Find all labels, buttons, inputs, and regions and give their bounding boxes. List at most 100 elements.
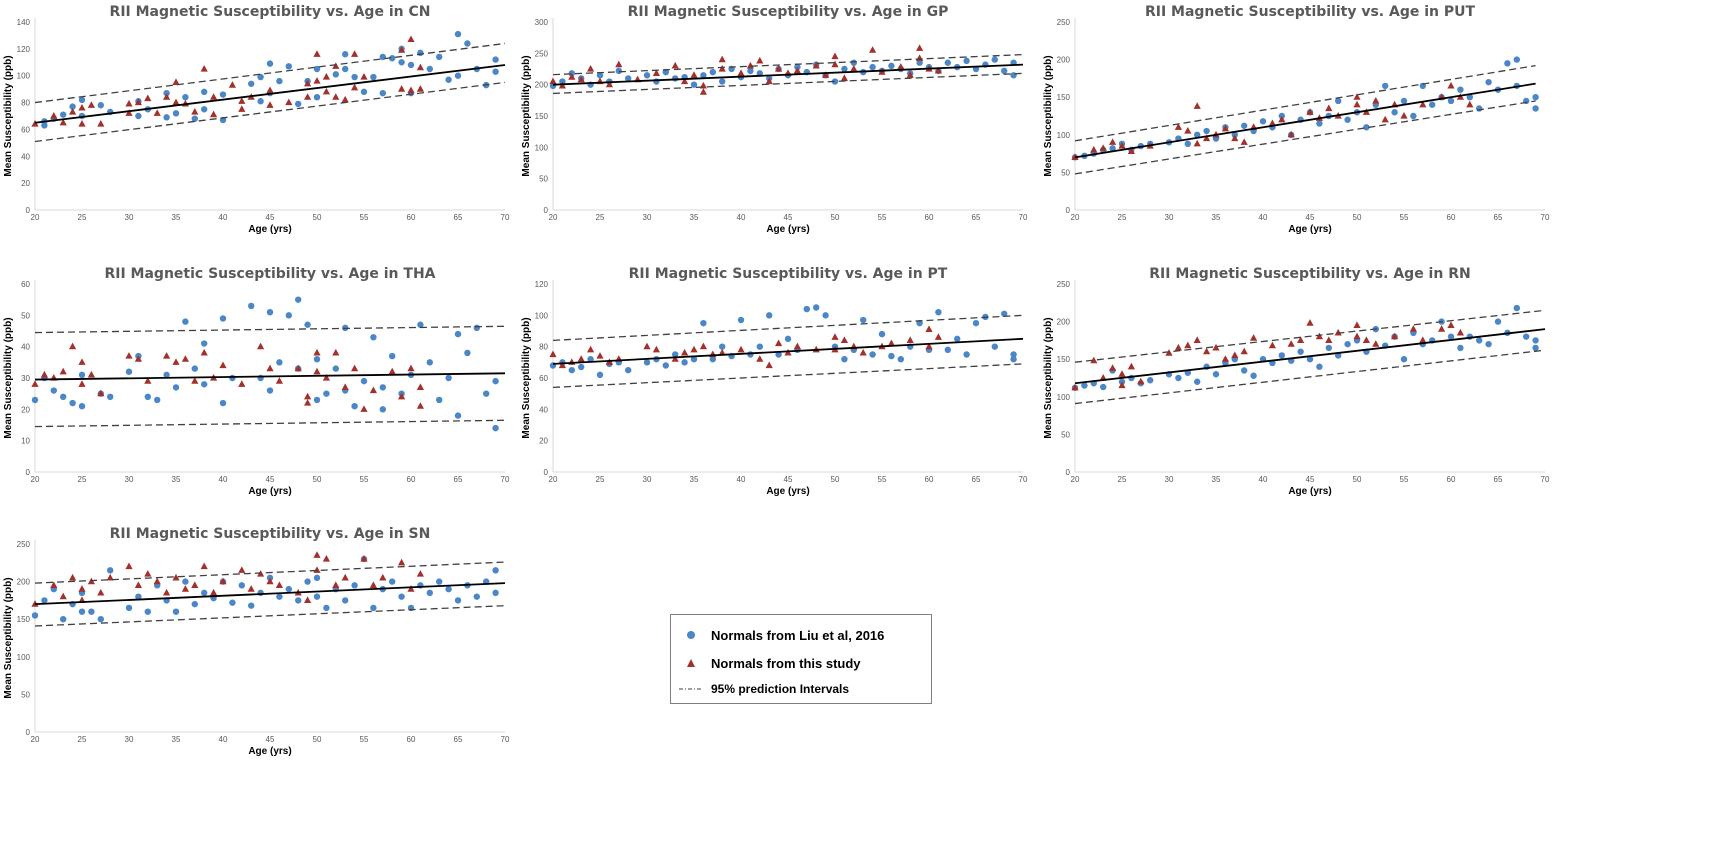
data-point-liu (351, 73, 358, 81)
x-tick-label: 20 (1071, 475, 1080, 484)
data-point-study (793, 342, 801, 350)
data-point-study (897, 63, 905, 70)
data-point-study (737, 69, 745, 76)
data-point-study (1231, 134, 1239, 142)
x-tick-label: 30 (125, 475, 134, 484)
data-point-liu (963, 57, 970, 65)
lower-prediction-interval (552, 363, 1024, 389)
x-tick-label: 70 (501, 213, 510, 222)
data-point-liu (1532, 337, 1539, 344)
data-point-liu (1297, 348, 1304, 355)
data-point-liu (360, 88, 368, 96)
chart-put-svg: RII Magnetic Susceptibility vs. Age in P… (1043, 4, 1550, 235)
y-tick-label: 40 (21, 343, 30, 352)
data-point-study (812, 61, 820, 69)
data-point-liu (1194, 131, 1201, 138)
data-point-study (125, 562, 133, 570)
data-point-study (775, 65, 783, 72)
data-point-liu (125, 368, 133, 375)
data-point-liu (1429, 101, 1436, 108)
data-point-liu (60, 616, 67, 623)
x-tick-label: 25 (78, 213, 87, 222)
y-axis-label: Mean Susceptibility (ppb) (521, 55, 532, 176)
data-point-liu (492, 424, 499, 432)
data-point-liu (1316, 363, 1323, 370)
data-point-liu (492, 377, 499, 385)
y-axis-label: Mean Susceptibility (ppb) (3, 317, 14, 438)
data-point-study (934, 66, 942, 74)
data-point-study (1353, 100, 1361, 108)
upper-prediction-interval (1074, 64, 1536, 142)
data-point-liu (1010, 72, 1017, 79)
data-point-study (172, 358, 180, 365)
regression-line (552, 337, 1024, 365)
data-point-liu (1363, 124, 1370, 131)
data-point-liu (1485, 78, 1492, 86)
data-point-liu (257, 589, 264, 597)
data-point-study (1127, 362, 1135, 370)
x-tick-label: 70 (1541, 213, 1550, 222)
data-point-study (97, 588, 105, 596)
data-point-study (746, 61, 754, 69)
x-tick-label: 20 (549, 475, 558, 484)
data-point-study (934, 333, 942, 340)
data-point-liu (1147, 377, 1154, 384)
data-point-study (1372, 340, 1380, 347)
data-point-study (388, 367, 396, 375)
data-point-study (407, 585, 415, 592)
data-point-study (1221, 124, 1229, 132)
y-tick-label: 0 (26, 468, 31, 477)
data-point-study (1278, 115, 1286, 123)
data-point-liu (1344, 340, 1351, 348)
x-tick-label: 50 (831, 213, 840, 222)
data-point-liu (135, 112, 142, 120)
x-tick-label: 45 (784, 213, 793, 222)
data-point-liu (1447, 333, 1455, 340)
y-tick-label: 30 (21, 374, 30, 383)
data-point-study (416, 85, 424, 92)
data-point-study (31, 380, 39, 387)
x-tick-label: 30 (1165, 475, 1174, 484)
data-point-study (59, 592, 67, 600)
data-point-liu (888, 352, 895, 360)
x-tick-label: 40 (219, 735, 228, 744)
data-point-study (351, 83, 359, 91)
chart-cn-svg: RII Magnetic Susceptibility vs. Age in C… (3, 4, 510, 235)
data-point-study (1391, 332, 1399, 340)
data-point-study (1184, 127, 1192, 134)
data-point-study (1325, 336, 1333, 343)
data-point-study (266, 86, 274, 94)
data-point-liu (248, 302, 255, 310)
y-axis-label: Mean Susceptibility (ppb) (3, 55, 14, 176)
data-point-study (398, 392, 406, 400)
data-point-liu (473, 593, 480, 600)
data-point-study (304, 93, 312, 100)
data-point-liu (201, 88, 208, 96)
data-point-study (106, 573, 114, 581)
data-point-liu (266, 309, 274, 316)
data-point-liu (596, 371, 604, 379)
data-point-liu (1532, 94, 1539, 101)
y-tick-label: 150 (1057, 355, 1071, 364)
data-point-study (1362, 336, 1370, 343)
data-point-liu (398, 59, 405, 66)
chart-sn: RII Magnetic Susceptibility vs. Age in S… (0, 522, 540, 772)
x-axis-label: Age (yrs) (248, 224, 291, 235)
data-point-study (1184, 341, 1192, 349)
data-point-study (304, 596, 312, 603)
data-point-study (341, 95, 349, 103)
triangle-marker-icon (671, 658, 711, 668)
data-point-liu (1194, 378, 1201, 385)
data-point-liu (266, 387, 274, 394)
data-point-liu (681, 359, 688, 366)
data-point-study (257, 342, 265, 350)
data-point-liu (1212, 371, 1220, 378)
data-point-study (144, 377, 152, 384)
y-tick-label: 140 (17, 18, 31, 27)
data-point-liu (69, 103, 76, 110)
y-tick-label: 50 (21, 311, 30, 320)
data-point-study (643, 342, 651, 350)
data-point-liu (672, 351, 679, 358)
data-point-liu (492, 56, 499, 63)
data-point-study (210, 93, 218, 100)
